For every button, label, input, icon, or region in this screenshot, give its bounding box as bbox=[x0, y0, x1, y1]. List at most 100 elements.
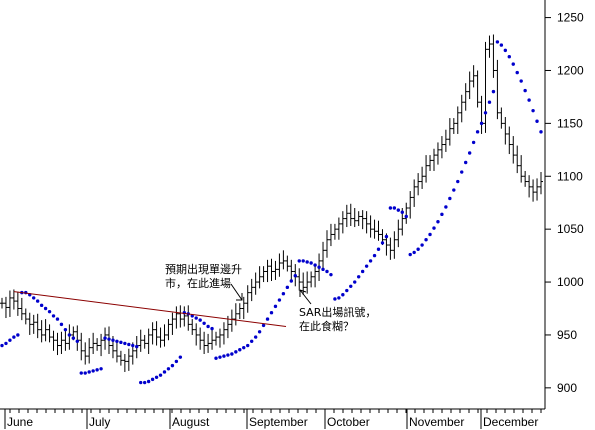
ohlc-bar bbox=[253, 272, 258, 295]
sar-dot bbox=[376, 247, 381, 251]
sar-dot bbox=[317, 265, 321, 269]
sar-dot bbox=[16, 333, 20, 337]
sar-dot bbox=[8, 338, 12, 342]
sar-dot bbox=[436, 220, 440, 224]
sar-dot bbox=[119, 340, 123, 345]
ohlc-bar bbox=[150, 322, 155, 345]
ohlc-bar bbox=[396, 219, 401, 248]
entry-annotation-line-2: 市，在此進場 bbox=[165, 276, 231, 290]
ohlc-bar bbox=[182, 306, 187, 327]
sar-dot bbox=[467, 151, 472, 155]
sar-dot bbox=[67, 333, 72, 337]
sar-dot bbox=[261, 323, 266, 328]
sar-dot bbox=[257, 330, 262, 334]
ohlc-bar bbox=[0, 297, 4, 309]
ohlc-bar bbox=[459, 94, 464, 123]
sar-dot bbox=[325, 269, 329, 274]
ohlc-bar bbox=[443, 129, 448, 152]
sar-dot bbox=[166, 367, 171, 371]
sar-dot bbox=[301, 259, 305, 263]
ohlc-bar bbox=[297, 268, 302, 291]
sar-dot bbox=[503, 48, 508, 53]
ohlc-bar bbox=[3, 296, 8, 319]
ohlc-bar bbox=[51, 330, 56, 351]
ohlc-bar bbox=[83, 342, 88, 365]
sar-dot bbox=[214, 356, 218, 360]
sar-dot bbox=[265, 317, 270, 321]
ohlc-bar bbox=[79, 332, 84, 361]
ohlc-bar bbox=[47, 324, 52, 343]
sar-dot bbox=[420, 243, 424, 247]
sar-dot bbox=[150, 377, 155, 382]
sar-dot bbox=[131, 343, 135, 348]
sar-dot bbox=[360, 269, 365, 274]
exit-annotation-line-1: SAR出場訊號， bbox=[299, 305, 376, 319]
ohlc-bar bbox=[158, 327, 163, 348]
sar-dot bbox=[273, 304, 278, 309]
ohlc-bar bbox=[39, 320, 44, 343]
sar-dot bbox=[154, 375, 159, 379]
sar-dot bbox=[170, 363, 175, 368]
ohlc-bar bbox=[360, 210, 365, 230]
sar-dot bbox=[380, 241, 385, 245]
ohlc-bar bbox=[202, 331, 207, 354]
ohlc-bars bbox=[0, 34, 543, 372]
ohlc-bar bbox=[237, 303, 242, 320]
entry-arrow bbox=[230, 283, 243, 301]
ohlc-bar bbox=[233, 303, 238, 326]
ohlc-bar bbox=[324, 230, 329, 258]
sar-dot bbox=[83, 371, 87, 375]
ohlc-bar bbox=[321, 241, 326, 270]
sar-dot bbox=[249, 339, 254, 343]
ohlc-bar bbox=[305, 271, 310, 294]
sar-dot bbox=[539, 130, 543, 134]
sar-dot bbox=[277, 298, 282, 302]
ohlc-bar bbox=[424, 155, 429, 183]
sar-dot bbox=[392, 206, 397, 210]
ohlc-bar bbox=[95, 338, 100, 351]
sar-dot bbox=[293, 274, 297, 278]
sar-dot bbox=[281, 291, 286, 296]
ohlc-bar bbox=[261, 266, 266, 283]
sar-dots bbox=[0, 40, 543, 385]
ohlc-bar bbox=[491, 34, 496, 78]
ohlc-bar bbox=[174, 306, 179, 329]
sar-dot bbox=[87, 370, 91, 374]
sar-dot bbox=[55, 317, 60, 321]
sar-dot bbox=[353, 280, 357, 284]
sar-dot bbox=[194, 316, 198, 320]
ohlc-bar bbox=[27, 312, 32, 335]
sar-dot bbox=[71, 336, 76, 340]
sar-dot bbox=[400, 210, 404, 214]
ohlc-bar bbox=[122, 353, 127, 372]
sar-dot bbox=[531, 108, 535, 113]
trendline bbox=[13, 291, 287, 327]
sar-dot bbox=[329, 272, 333, 277]
ohlc-bar bbox=[495, 59, 500, 120]
ohlc-bar bbox=[507, 126, 512, 155]
ohlc-bar bbox=[87, 338, 92, 364]
ohlc-bar bbox=[194, 323, 199, 346]
sar-dot bbox=[448, 196, 452, 201]
sar-dot bbox=[444, 205, 448, 209]
sar-dot bbox=[174, 359, 179, 364]
ohlc-bar bbox=[138, 329, 143, 352]
ohlc-bar bbox=[416, 173, 421, 196]
ohlc-bar bbox=[245, 285, 250, 313]
ohlc-bar bbox=[142, 334, 147, 349]
ohlc-bar bbox=[471, 65, 476, 88]
entry-annotation-line-1: 預期出現單邊升 bbox=[165, 262, 242, 276]
sar-dot bbox=[440, 212, 444, 217]
ohlc-bar bbox=[467, 71, 472, 100]
sar-dot bbox=[4, 341, 8, 346]
y-tick-label: 900 bbox=[557, 381, 577, 395]
sar-dot bbox=[428, 232, 432, 237]
sar-dot bbox=[321, 267, 325, 272]
ohlc-bar bbox=[332, 223, 337, 240]
ohlc-bar bbox=[511, 136, 516, 164]
sar-dot bbox=[139, 380, 143, 385]
sar-dot bbox=[523, 88, 527, 93]
sar-dot bbox=[495, 40, 500, 44]
sar-dot bbox=[47, 309, 52, 314]
